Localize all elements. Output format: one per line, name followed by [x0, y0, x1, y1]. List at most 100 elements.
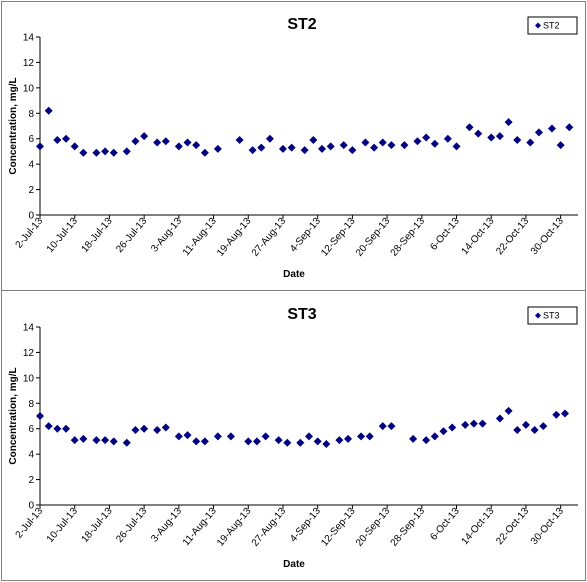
- y-tick-label: 10: [23, 83, 35, 94]
- data-point: [213, 144, 222, 153]
- x-tick-label: 4-Sep-13: [288, 506, 323, 545]
- data-point: [387, 422, 396, 431]
- data-point: [478, 419, 487, 428]
- x-tick-label: 14-Oct-13: [460, 216, 497, 257]
- y-tick-label: 6: [28, 424, 34, 435]
- x-tick-label: 28-Sep-13: [389, 506, 428, 549]
- y-tick-label: 4: [28, 450, 34, 461]
- x-tick-label: 6-Oct-13: [428, 506, 462, 543]
- data-point: [539, 422, 548, 431]
- y-tick-label: 14: [23, 33, 35, 44]
- data-point: [504, 406, 513, 415]
- data-point: [161, 423, 170, 432]
- x-tick-label: 19-Aug-13: [215, 216, 254, 259]
- chart-panel-st3: ST3 0 2 4 6 8 10 12 14 2-Jul-13 10-Jul-13 18-Jul-13…: [2, 292, 585, 580]
- x-tick-label: 30-Oct-13: [529, 506, 566, 547]
- data-point: [409, 434, 418, 443]
- data-point: [430, 139, 439, 148]
- data-point: [565, 123, 574, 132]
- data-point: [161, 137, 170, 146]
- y-tick-label: 8: [28, 109, 34, 120]
- data-point: [534, 128, 543, 137]
- data-point: [92, 436, 101, 445]
- data-point: [278, 144, 287, 153]
- data-point: [101, 147, 110, 156]
- data-point: [70, 142, 79, 151]
- data-point: [92, 148, 101, 157]
- y-axis-title: Concentration, mg/L: [8, 367, 19, 464]
- data-point: [339, 141, 348, 150]
- data-point: [70, 436, 79, 445]
- data-point: [430, 432, 439, 441]
- data-point: [101, 436, 110, 445]
- y-axis-title: Concentration, mg/L: [8, 77, 19, 174]
- data-point: [122, 147, 131, 156]
- data-point: [365, 432, 374, 441]
- y-tick-label: 10: [23, 373, 35, 384]
- data-point: [274, 436, 283, 445]
- data-point: [140, 424, 149, 433]
- x-tick-label: 28-Sep-13: [389, 216, 428, 259]
- y-tick-label: 12: [23, 348, 35, 359]
- x-tick-label: 30-Oct-13: [529, 216, 566, 257]
- x-tick-label: 19-Aug-13: [215, 506, 254, 549]
- legend-label: ST3: [543, 311, 560, 321]
- x-tick-label: 12-Sep-13: [319, 216, 358, 259]
- data-point: [318, 144, 327, 153]
- data-point: [79, 434, 88, 443]
- data-point: [44, 422, 53, 431]
- data-point: [469, 419, 478, 428]
- legend-marker: [535, 22, 541, 29]
- x-tick-label: 11-Aug-13: [181, 216, 219, 259]
- x-tick-label: 22-Oct-13: [494, 506, 531, 547]
- data-point: [287, 143, 296, 152]
- data-point: [53, 424, 62, 433]
- chart-title: ST2: [287, 16, 316, 33]
- data-point: [283, 438, 292, 447]
- data-point: [378, 138, 387, 147]
- data-point: [79, 148, 88, 157]
- data-point: [448, 423, 457, 432]
- data-point: [422, 436, 431, 445]
- data-point: [200, 437, 209, 446]
- x-tick-label: 20-Sep-13: [354, 216, 393, 259]
- y-tick-label: 4: [28, 160, 34, 171]
- x-tick-label: 20-Sep-13: [354, 506, 393, 549]
- data-point: [140, 132, 149, 141]
- legend-label: ST2: [543, 21, 560, 31]
- x-tick-label: 18-Jul-13: [79, 506, 115, 545]
- data-point: [296, 438, 305, 447]
- x-tick-label: 22-Oct-13: [494, 216, 531, 257]
- data-point: [153, 425, 162, 434]
- y-tick-label: 8: [28, 399, 34, 410]
- y-tick-label: 0: [28, 211, 34, 222]
- x-axis-title: Date: [283, 269, 305, 280]
- x-tick-label: 6-Oct-13: [428, 216, 462, 253]
- legend-marker: [535, 312, 541, 319]
- data-point: [443, 134, 452, 143]
- x-tick-label: 27-Aug-13: [250, 506, 289, 549]
- x-tick-label: 12-Sep-13: [319, 506, 358, 549]
- y-tick-label: 0: [28, 501, 34, 512]
- data-point: [44, 106, 53, 115]
- data-point: [244, 437, 253, 446]
- data-point: [131, 137, 140, 146]
- data-point: [200, 148, 209, 157]
- data-point: [265, 134, 274, 143]
- y-tick-label: 14: [23, 323, 35, 334]
- data-point: [530, 425, 539, 434]
- x-tick-label: 26-Jul-13: [114, 506, 150, 545]
- data-point: [174, 142, 183, 151]
- x-tick-label: 26-Jul-13: [114, 216, 150, 255]
- data-point: [248, 146, 257, 155]
- x-tick-label: 27-Aug-13: [250, 216, 289, 259]
- data-point: [53, 135, 62, 144]
- data-point: [504, 118, 513, 127]
- data-point: [465, 123, 474, 132]
- chart-title: ST3: [287, 306, 316, 323]
- data-point: [344, 434, 353, 443]
- data-point: [361, 138, 370, 147]
- panel-divider: [1, 290, 586, 291]
- data-point: [495, 414, 504, 423]
